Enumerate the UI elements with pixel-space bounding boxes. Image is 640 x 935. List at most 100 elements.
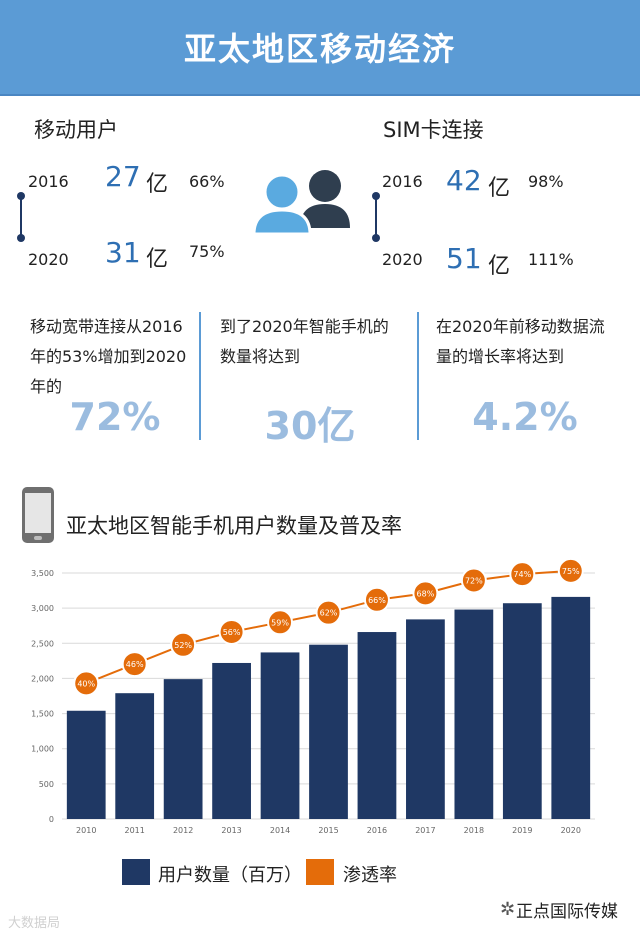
chart-title: 亚太地区智能手机用户数量及普及率 (66, 514, 402, 538)
penetration-point (460, 567, 487, 594)
penetration-point (557, 557, 584, 584)
x-tick-label: 2013 (221, 826, 241, 835)
penetration-point (170, 631, 197, 658)
bar-2012 (163, 679, 203, 819)
stat-data-growth-value: 4.2% (472, 395, 578, 439)
sim-value-2016: 42 (446, 164, 482, 197)
bar-2018 (454, 609, 494, 819)
smartphone-users-chart: 0 500 1,000 1,500 2,000 2,500 3,000 3,500 2010 20… (31, 557, 595, 835)
x-tick-label: 2016 (367, 826, 387, 835)
bar-2020 (551, 596, 591, 819)
x-tick-label: 2012 (173, 826, 193, 835)
mobile-value-2020: 31 (105, 236, 141, 269)
legend-label-users: 用户数量（百万） (158, 865, 302, 886)
penetration-label: 75% (562, 567, 580, 576)
sim-pct-2016: 98% (528, 172, 564, 191)
stat-line: 年的 (30, 377, 63, 396)
timeline-connector (372, 192, 380, 242)
x-tick-label: 2014 (270, 826, 290, 835)
penetration-label: 46% (126, 660, 144, 669)
y-tick-label: 3,000 (31, 604, 54, 613)
stat-broadband-value: 72% (69, 395, 161, 439)
mobile-pct-2016: 66% (189, 172, 225, 191)
x-tick-label: 2015 (318, 826, 338, 835)
mobile-unit-2016: 亿 (146, 172, 169, 197)
bar-2013 (212, 662, 251, 819)
penetration-point (509, 561, 536, 588)
users-icon (252, 170, 350, 236)
sim-title: SIM卡连接 (383, 118, 484, 142)
bar-2011 (115, 693, 155, 819)
watermark-left: 大数据局 (8, 916, 61, 931)
x-tick-label: 2019 (512, 826, 532, 835)
sim-value-2020: 51 (446, 242, 482, 275)
penetration-label: 52% (174, 641, 192, 650)
bar-2010 (66, 710, 106, 819)
legend-swatch-users (122, 859, 150, 885)
y-tick-label: 2,000 (31, 674, 54, 683)
timeline-connector (17, 192, 25, 242)
header-banner: 亚太地区移动经济 (0, 0, 640, 96)
y-tick-label: 3,500 (31, 569, 54, 578)
penetration-point (267, 609, 294, 636)
phone-button (34, 536, 42, 540)
penetration-point (218, 618, 245, 645)
y-tick-label: 500 (39, 780, 54, 789)
penetration-point (73, 670, 100, 697)
stat-smartphone-value: 30亿 (264, 404, 356, 448)
stat-line: 到了2020年智能手机的 (220, 317, 389, 336)
bar-2015 (309, 644, 348, 819)
sim-year-2020: 2020 (382, 250, 423, 269)
sim-unit-2016: 亿 (488, 176, 511, 201)
penetration-label: 74% (513, 570, 531, 579)
stat-line: 年的53%增加到2020 (30, 347, 187, 366)
penetration-label: 40% (77, 679, 95, 688)
sim-pct-2020: 111% (528, 250, 574, 269)
y-tick-label: 2,500 (31, 639, 54, 648)
stat-line: 移动宽带连接从2016 (30, 317, 183, 336)
legend-swatch-penetration (306, 859, 334, 885)
smartphone-icon (22, 487, 54, 543)
bar-2017 (406, 619, 445, 819)
penetration-label: 59% (271, 618, 289, 627)
stat-broadband-text: 移动宽带连接从2016 年的53%增加到2020 年的 (30, 312, 195, 402)
y-tick-label: 0 (49, 815, 54, 824)
penetration-label: 68% (417, 589, 435, 598)
divider (417, 312, 419, 440)
sim-year-2016: 2016 (382, 172, 423, 191)
bar-2014 (260, 652, 300, 819)
stat-data-growth-text: 在2020年前移动数据流 量的增长率将达到 (436, 312, 631, 372)
mobile-year-2016: 2016 (28, 172, 69, 191)
bar-2016 (357, 632, 397, 819)
penetration-label: 72% (465, 577, 483, 586)
mobile-year-2020: 2020 (28, 250, 69, 269)
x-tick-label: 2020 (561, 826, 581, 835)
stat-line: 数量将达到 (220, 347, 301, 366)
x-tick-label: 2017 (415, 826, 435, 835)
y-tick-label: 1,500 (31, 710, 54, 719)
mobile-unit-2020: 亿 (146, 247, 169, 272)
wechat-icon: ✲ (500, 899, 516, 920)
penetration-label: 56% (223, 628, 241, 637)
stat-line: 在2020年前移动数据流 (436, 317, 605, 336)
penetration-point (121, 651, 148, 678)
penetration-label: 66% (368, 596, 386, 605)
penetration-point (363, 586, 390, 613)
mobile-users-title: 移动用户 (34, 118, 118, 142)
x-tick-label: 2010 (76, 826, 96, 835)
stat-line: 量的增长率将达到 (436, 347, 565, 366)
stat-smartphone-text: 到了2020年智能手机的 数量将达到 (220, 312, 410, 372)
mobile-value-2016: 27 (105, 160, 141, 193)
y-tick-label: 1,000 (31, 745, 54, 754)
divider (199, 312, 201, 440)
watermark-right: 正点国际传媒 (516, 902, 618, 922)
x-tick-label: 2018 (464, 826, 484, 835)
bar-2019 (502, 603, 542, 819)
page-title: 亚太地区移动经济 (183, 30, 456, 68)
mobile-pct-2020: 75% (189, 242, 225, 261)
legend-label-penetration: 渗透率 (343, 865, 397, 886)
penetration-label: 62% (320, 609, 338, 618)
sim-unit-2020: 亿 (488, 254, 511, 279)
x-tick-label: 2011 (125, 826, 145, 835)
phone-screen (25, 493, 51, 533)
